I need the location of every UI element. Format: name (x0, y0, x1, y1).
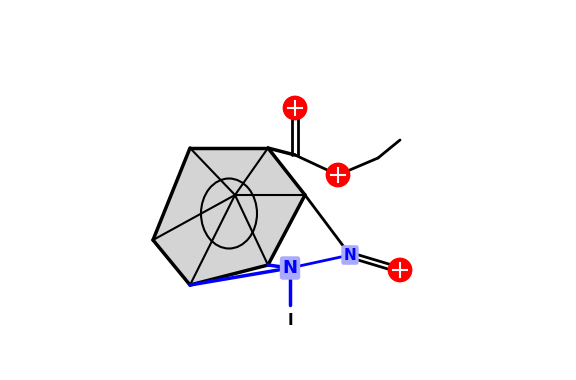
Circle shape (389, 259, 411, 281)
Text: I: I (287, 313, 293, 328)
Polygon shape (153, 148, 305, 285)
Circle shape (284, 97, 306, 119)
Text: N: N (344, 247, 357, 263)
Text: N: N (282, 259, 297, 277)
Circle shape (327, 164, 349, 186)
